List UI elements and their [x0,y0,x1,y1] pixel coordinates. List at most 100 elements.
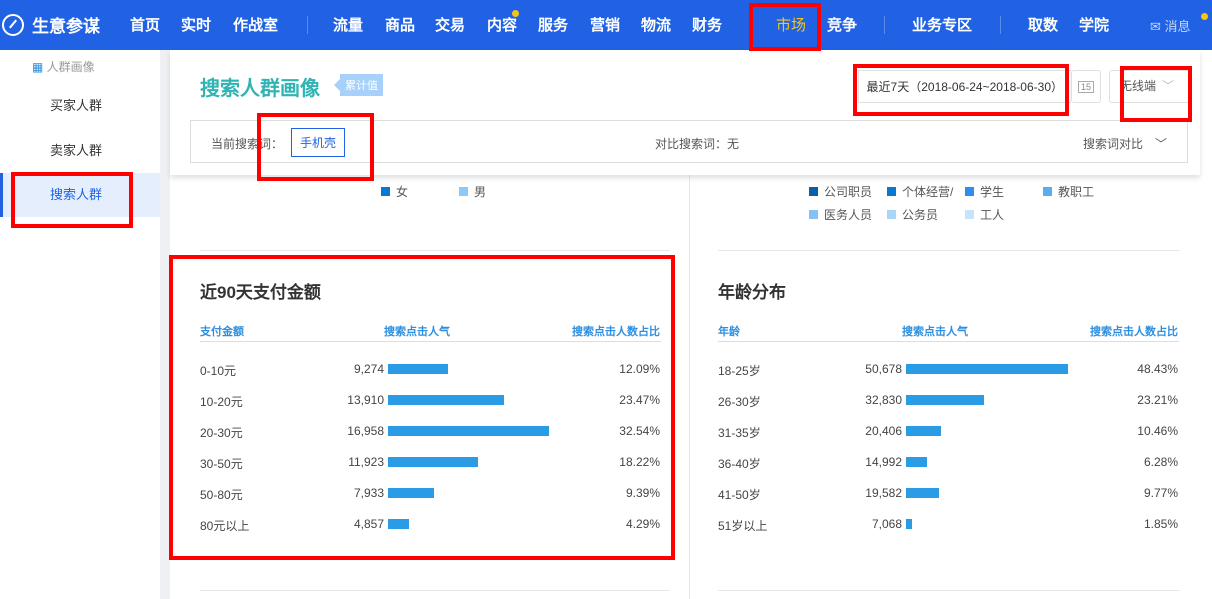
row-label: 30-50元 [200,457,243,471]
legend-swatch [887,187,896,196]
row-value: 32,830 [865,393,902,407]
brand-logo[interactable]: 生意参谋 [0,12,100,37]
legend-swatch [381,187,390,196]
age-title: 年龄分布 [718,283,786,302]
nav-item[interactable]: 财务 [692,17,723,34]
share-bar [388,519,410,529]
date-range-selector[interactable]: 最近7天（2018-06-24~2018-06-30） [857,70,1071,103]
nav-item[interactable]: 首页 [130,17,161,34]
nav-item[interactable]: 取数 [1028,17,1059,34]
row-share: 1.85% [1143,517,1178,531]
legend-row: 女男 [381,183,537,200]
legend-row: 医务人员 公务员 工人 [809,206,1189,223]
row-value: 19,582 [865,486,902,500]
legend-item[interactable]: 教职工 [1043,183,1113,200]
sidebar-item-search[interactable]: 搜索人群 [0,173,160,217]
row-label: 26-30岁 [718,395,761,409]
legend-swatch [459,187,468,196]
legend-item[interactable]: 公务员 [887,206,957,223]
row-label: 50-80元 [200,488,243,502]
divider [200,590,670,591]
legend-swatch [965,187,974,196]
compare-term-button[interactable]: 搜索词对比 ﹀ [1083,135,1167,152]
legend-item[interactable]: 工人 [965,206,1035,223]
header-underline [718,341,1179,342]
row-label: 36-40岁 [718,457,761,471]
legend-label: 公司职员 [824,185,873,199]
highlight-box [853,64,1069,116]
search-term-filter: 当前搜索词： 手机壳 对比搜索词：无 搜索词对比 ﹀ [190,120,1188,163]
nav-divider [884,16,885,34]
calendar-icon[interactable]: 15 [1071,70,1101,103]
row-label: 18-25岁 [718,364,761,378]
job-legend: 公司职员 个体经营/学生 教职工医务人员 公务员 工人 [809,183,1189,229]
highlight-box [169,255,675,560]
nav-item[interactable]: 交易 [435,17,466,34]
sidebar-item-buyer[interactable]: 买家人群 [50,98,103,113]
share-bar [388,395,505,405]
message-button[interactable]: ✉ 消息 [1150,16,1191,35]
notification-dot [512,10,519,17]
row-value: 7,068 [871,517,902,531]
legend-item[interactable]: 学生 [965,183,1035,200]
nav-item[interactable]: 实时 [181,17,212,34]
sidebar-section: ▦ 人群画像 [32,58,95,75]
nav-item[interactable]: 竞争 [827,17,858,34]
row-label: 20-30元 [200,426,243,440]
share-bar [388,364,448,374]
nav-item[interactable]: 内容 [487,17,518,34]
device-select[interactable]: 无线端 ﹀ [1109,70,1189,103]
share-bar [906,457,927,467]
message-label: 消息 [1164,19,1191,34]
row-share: 9.77% [1143,486,1178,500]
row-share: 18.22% [619,455,660,469]
legend-label: 医务人员 [824,208,873,222]
legend-swatch [887,210,896,219]
row-share: 23.21% [1137,393,1178,407]
column-header: 搜索点击人气 [384,326,450,338]
highlight-box [257,113,374,181]
share-bar [388,488,435,498]
sidebar-item-seller[interactable]: 卖家人群 [50,143,103,158]
highlight-box [11,172,133,228]
nav-item[interactable]: 业务专区 [912,17,973,34]
nav-item[interactable]: 营销 [590,17,621,34]
gender-legend: 女男 [381,183,537,206]
column-divider [689,175,690,599]
column-header: 搜索点击人数占比 [1090,326,1178,338]
highlight-box [749,3,821,51]
share-bar [906,364,1068,374]
column-header: 搜索点击人气 [902,326,968,338]
row-value: 20,406 [865,424,902,438]
legend-label: 女 [396,185,409,199]
legend-swatch [809,210,818,219]
nav-item[interactable]: 流量 [333,17,364,34]
legend-item[interactable]: 男 [459,183,529,200]
legend-label: 公务员 [902,208,939,222]
nav-item[interactable]: 物流 [641,17,672,34]
legend-item[interactable]: 女 [381,183,451,200]
chevron-down-icon: ﹀ [1162,79,1175,93]
current-term-chip[interactable]: 手机壳 [291,128,346,157]
legend-item[interactable]: 个体经营/ [887,183,957,200]
legend-item[interactable]: 公司职员 [809,183,879,200]
nav-item[interactable]: 作战室 [233,17,279,34]
nav-item[interactable]: 学院 [1079,17,1110,34]
chevron-down-icon: ﹀ [1154,137,1167,151]
nav-item[interactable]: 市场 [776,17,807,34]
sidebar: ▦ 人群画像 买家人群 卖家人群 搜索人群 [0,50,160,599]
legend-item[interactable]: 医务人员 [809,206,879,223]
highlight-box [1120,66,1192,122]
row-share: 9.39% [625,486,660,500]
row-label: 31-35岁 [718,426,761,440]
share-bar [388,457,479,467]
share-bar [906,426,941,436]
notification-dot [1201,13,1208,20]
row-share: 10.46% [1137,424,1178,438]
nav-item[interactable]: 服务 [538,17,569,34]
current-term-label: 当前搜索词： [211,137,284,151]
row-value: 13,910 [347,393,384,407]
compass-icon [2,13,24,36]
nav-item[interactable]: 商品 [385,17,416,34]
row-share: 12.09% [619,362,660,376]
